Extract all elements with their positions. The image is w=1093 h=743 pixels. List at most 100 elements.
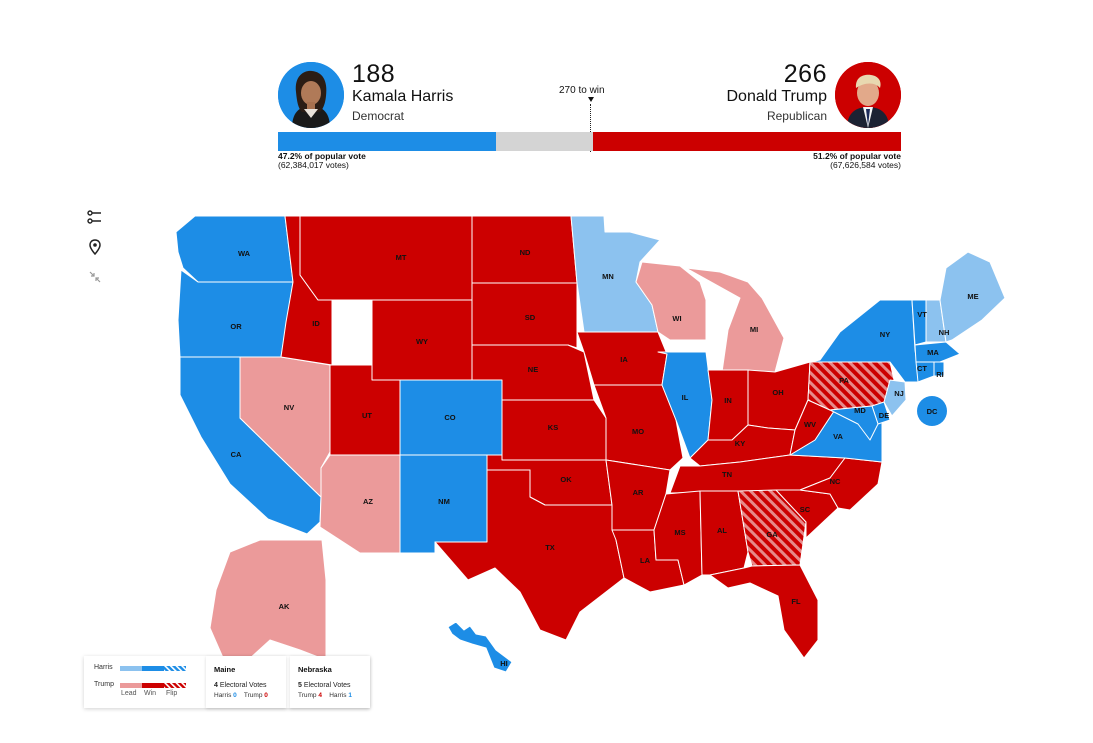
state-label-MI: MI <box>750 325 758 334</box>
state-label-DC: DC <box>927 407 938 416</box>
state-label-FL: FL <box>791 597 801 606</box>
state-DC[interactable] <box>917 396 947 426</box>
state-AZ[interactable] <box>319 454 401 554</box>
state-label-OK: OK <box>560 475 572 484</box>
collapse-icon <box>89 271 101 283</box>
state-RI[interactable] <box>933 361 945 377</box>
harris-electoral-votes: 188 <box>352 60 396 88</box>
legend-harris-win-swatch <box>142 666 164 671</box>
state-label-NH: NH <box>939 328 950 337</box>
trump-popular-vote: 51.2% of popular vote (67,626,584 votes) <box>813 152 901 170</box>
legend-win-label: Win <box>144 690 157 697</box>
state-label-DE: DE <box>879 411 889 420</box>
state-label-WI: WI <box>672 314 681 323</box>
collapse-tool-button[interactable] <box>84 266 106 288</box>
state-label-KS: KS <box>548 423 558 432</box>
maine-harris-label: Harris <box>214 692 232 699</box>
state-label-IN: IN <box>724 396 732 405</box>
harris-popular-pct: 47.2% of popular vote <box>278 151 366 161</box>
state-VT[interactable] <box>911 299 927 346</box>
legend-trump-label: Trump <box>94 681 114 688</box>
win-threshold-label: 270 to win <box>559 85 605 96</box>
legend-harris-label: Harris <box>94 664 113 671</box>
state-label-NV: NV <box>284 403 294 412</box>
trump-avatar <box>835 62 901 128</box>
harris-portrait-icon <box>278 62 344 128</box>
state-IN[interactable] <box>707 369 749 441</box>
trump-flip-hatch-icon <box>164 683 186 688</box>
state-label-ID: ID <box>312 319 320 328</box>
state-HI[interactable] <box>447 621 513 673</box>
nebraska-split-card: Nebraska 5 Electoral Votes Trump 4 Harri… <box>290 656 370 708</box>
legend-harris-flip-swatch <box>164 666 186 671</box>
trump-portrait-icon <box>835 62 901 128</box>
state-label-SD: SD <box>525 313 536 322</box>
maine-title: Maine <box>214 665 236 674</box>
legend-trump-win-swatch <box>142 683 164 688</box>
state-label-CA: CA <box>231 450 242 459</box>
state-OR[interactable] <box>177 269 294 358</box>
maine-ev-label: Electoral Votes <box>219 682 267 689</box>
harris-popular-vote: 47.2% of popular vote (62,384,017 votes) <box>278 152 366 170</box>
maine-trump-value: 0 <box>264 692 268 699</box>
state-label-AK: AK <box>279 602 290 611</box>
state-NC[interactable] <box>799 457 883 511</box>
state-label-MT: MT <box>396 253 407 262</box>
state-ME[interactable] <box>939 251 1006 343</box>
state-label-OH: OH <box>772 388 783 397</box>
state-label-LA: LA <box>640 556 651 565</box>
harris-party: Democrat <box>352 109 405 123</box>
state-WA[interactable] <box>175 215 294 283</box>
scoreboard: 188 Kamala Harris Democrat 270 to win 26… <box>278 60 901 175</box>
state-label-NM: NM <box>438 497 450 506</box>
maine-trump-label: Trump <box>243 692 263 699</box>
nebraska-trump-label: Trump <box>298 692 317 699</box>
state-label-CT: CT <box>917 364 927 373</box>
state-NJ[interactable] <box>883 379 907 417</box>
trump-bar-segment <box>592 132 901 151</box>
location-tool-button[interactable] <box>84 236 106 258</box>
state-label-HI: HI <box>500 659 508 668</box>
state-FL[interactable] <box>709 564 819 659</box>
nebraska-title: Nebraska <box>298 665 332 674</box>
nebraska-split-values: Trump 4 Harris 1 <box>298 692 352 699</box>
state-MD[interactable] <box>829 405 879 441</box>
state-label-TN: TN <box>722 470 732 479</box>
state-MI[interactable] <box>685 267 785 373</box>
state-AK[interactable] <box>209 539 327 661</box>
legend-harris-lead-swatch <box>120 666 142 671</box>
win-threshold-marker <box>588 97 594 102</box>
nebraska-electoral-votes: 5 Electoral Votes <box>298 682 351 689</box>
state-label-OR: OR <box>230 322 242 331</box>
trump-name: Donald Trump <box>726 88 828 105</box>
state-labels: WA OR CA NV ID MT WY UT AZ CO NM ND SD NE KS OK TX MN IA MO… <box>230 248 978 668</box>
legend-flip-label: Flip <box>166 690 178 697</box>
nebraska-harris-value: 1 <box>348 692 352 699</box>
state-MA[interactable] <box>914 341 961 363</box>
trump-popular-pct: 51.2% of popular vote <box>813 151 901 161</box>
pin-icon <box>89 239 101 255</box>
state-label-AR: AR <box>633 488 644 497</box>
state-label-TX: TX <box>545 543 555 552</box>
state-label-MO: MO <box>632 427 644 436</box>
route-tool-button[interactable] <box>84 206 106 228</box>
state-label-NC: NC <box>830 477 841 486</box>
nebraska-ev-number: 5 <box>298 682 302 689</box>
maine-harris-value: 0 <box>233 692 237 699</box>
legend-trump-flip-swatch <box>164 683 186 688</box>
state-label-ME: ME <box>967 292 978 301</box>
state-label-PA: PA <box>839 376 849 385</box>
harris-flip-hatch-icon <box>164 666 186 671</box>
state-MN[interactable] <box>570 215 661 333</box>
state-WI[interactable] <box>635 261 707 341</box>
state-label-GA: GA <box>766 530 778 539</box>
maine-ev-number: 4 <box>214 682 218 689</box>
state-label-RI: RI <box>936 370 944 379</box>
state-label-MS: MS <box>674 528 685 537</box>
state-MT[interactable] <box>299 215 473 301</box>
state-TX[interactable] <box>434 469 625 641</box>
state-label-WY: WY <box>416 337 428 346</box>
state-label-NY: NY <box>880 330 890 339</box>
nebraska-harris-label: Harris <box>329 692 347 699</box>
